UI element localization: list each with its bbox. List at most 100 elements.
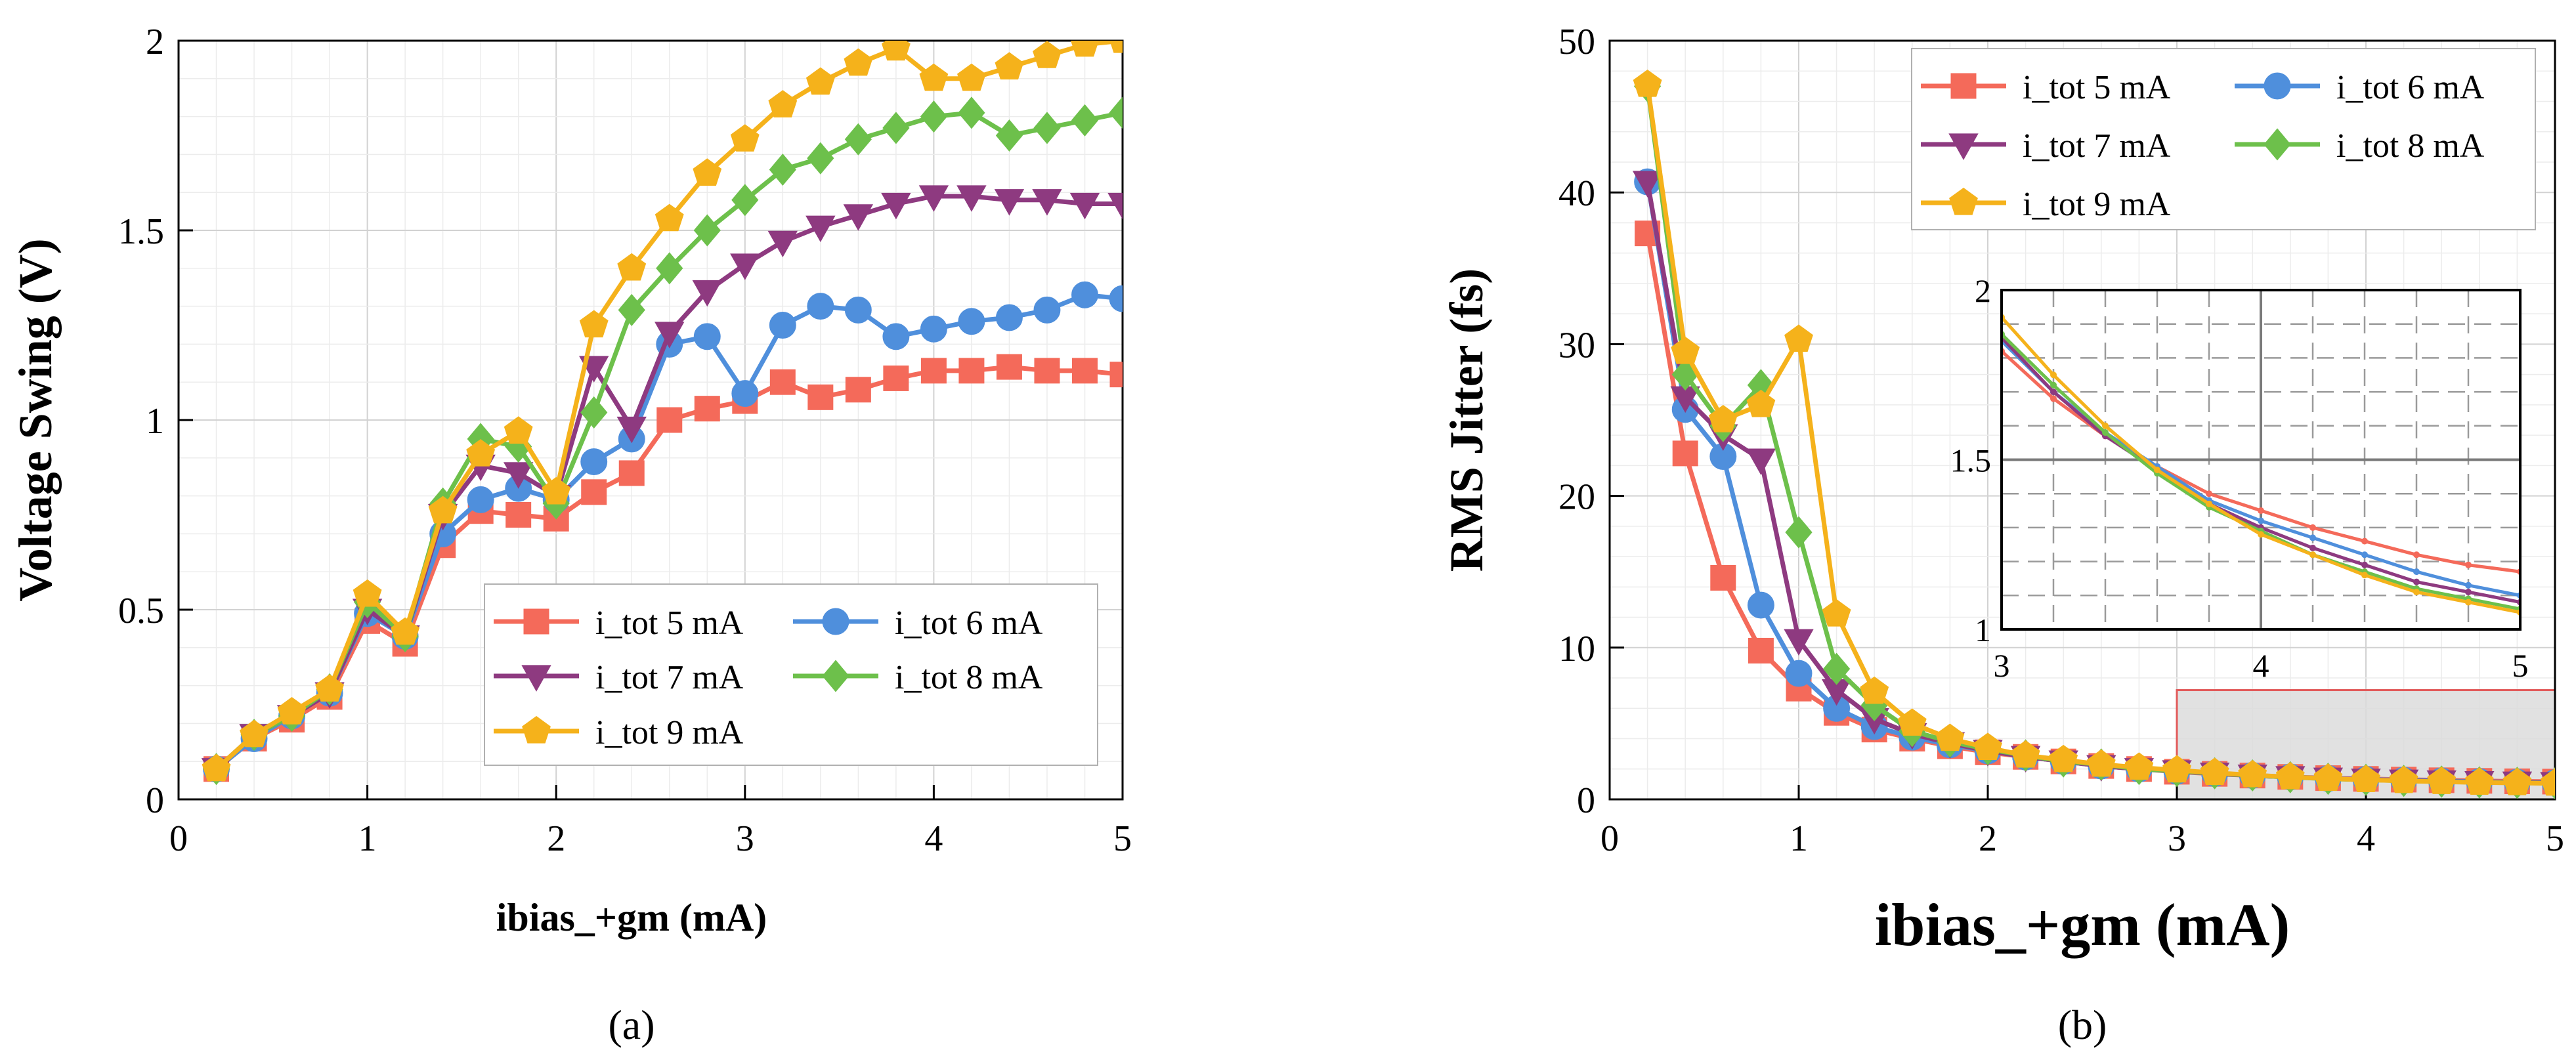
- data-point: [1632, 171, 1663, 198]
- data-point: [1708, 404, 1738, 432]
- data-point: [1784, 629, 1814, 656]
- inset-x-tick-label: 5: [2512, 647, 2529, 684]
- chart-b-inset-frame: [2000, 289, 2522, 631]
- data-point: [1109, 285, 1123, 312]
- legend-label: i_tot 9 mA: [595, 714, 744, 751]
- inset-data-point: [2465, 599, 2472, 606]
- data-point: [2427, 767, 2457, 794]
- y-tick-label: 20: [1558, 477, 1595, 518]
- data-point: [957, 63, 986, 91]
- data-point: [2162, 755, 2191, 783]
- chart-b-y-axis-label: RMS Jitter (fs): [1440, 268, 1493, 572]
- inset-data-point: [2050, 395, 2057, 402]
- data-point: [843, 204, 874, 231]
- x-tick-label: 1: [1790, 818, 1808, 859]
- data-point: [1633, 70, 1662, 97]
- data-point: [807, 293, 834, 320]
- data-point: [1109, 96, 1123, 129]
- data-point: [655, 203, 684, 232]
- y-tick-label: 10: [1558, 629, 1595, 669]
- data-point: [1671, 336, 1700, 364]
- data-point: [844, 48, 873, 76]
- data-point: [995, 52, 1024, 80]
- chart-a-tick-labels: 0 1 2 3 4 5 0 0.5 1 1.5 2: [118, 22, 1132, 859]
- inset-data-point: [2258, 517, 2264, 524]
- data-point: [958, 358, 985, 384]
- data-point: [542, 476, 571, 505]
- data-point: [579, 310, 609, 338]
- inset-data-point: [2413, 578, 2420, 585]
- data-point: [580, 396, 608, 429]
- data-point: [769, 153, 796, 186]
- x-tick-label: 0: [169, 818, 188, 859]
- data-point: [1710, 564, 1736, 591]
- y-tick-label: 2: [146, 22, 164, 62]
- inset-data-point: [2102, 429, 2109, 436]
- data-point: [769, 312, 796, 339]
- x-tick-label: 2: [1979, 818, 1997, 859]
- legend-marker: [2264, 72, 2291, 100]
- data-point: [581, 479, 607, 505]
- data-point: [1109, 41, 1123, 53]
- data-point: [882, 323, 910, 350]
- data-point: [2238, 759, 2267, 788]
- legend-marker: [523, 608, 549, 635]
- data-point: [1747, 591, 1774, 619]
- chart-a-legend: i_tot 5 mA i_tot 6 mA i_tot 7 mA i_tot 8 mA…: [484, 583, 1098, 766]
- data-point: [693, 214, 721, 247]
- inset-data-point: [2413, 589, 2420, 596]
- data-point: [918, 185, 949, 212]
- x-tick-label: 2: [547, 818, 565, 859]
- legend-marker: [822, 608, 849, 635]
- x-tick-label: 4: [924, 818, 943, 859]
- data-point: [1033, 296, 1061, 324]
- data-point: [616, 416, 647, 444]
- legend-label: i_tot 8 mA: [895, 659, 1043, 696]
- y-tick-label: 30: [1558, 325, 1595, 366]
- data-point: [996, 354, 1022, 380]
- inset-data-point: [2206, 490, 2212, 497]
- chart-a: 0 1 2 3 4 5 0 0.5 1 1.5 2 ibias_+gm (mA) Voltage S…: [9, 22, 1132, 1048]
- data-point: [1860, 676, 1889, 704]
- inset-data-point: [2361, 551, 2368, 559]
- data-point: [1107, 192, 1123, 220]
- inset-data-point: [2413, 551, 2420, 559]
- legend-box: [1911, 48, 2536, 230]
- legend-marker: [1950, 73, 1977, 99]
- data-point: [692, 280, 722, 307]
- data-point: [807, 384, 834, 410]
- data-point: [1822, 652, 1851, 685]
- data-point: [767, 230, 798, 258]
- y-tick-label: 40: [1558, 173, 1595, 214]
- data-point: [920, 100, 948, 133]
- data-point: [730, 253, 760, 280]
- data-point: [919, 63, 949, 91]
- inset-data-point: [2465, 561, 2472, 568]
- inset-y-tick-label: 1.5: [1950, 442, 1992, 479]
- data-point: [731, 184, 759, 217]
- data-point: [845, 377, 871, 403]
- inset-data-point: [2050, 389, 2057, 396]
- data-point: [1785, 660, 1813, 687]
- x-tick-label: 3: [736, 818, 754, 859]
- x-tick-label: 1: [358, 818, 377, 859]
- inset-data-point: [2413, 568, 2420, 576]
- legend-label: i_tot 7 mA: [2023, 127, 2171, 165]
- data-point: [805, 215, 836, 243]
- data-point: [881, 41, 911, 61]
- legend-label: i_tot 8 mA: [2336, 127, 2485, 165]
- chart-a-y-axis-label: Voltage Swing (V): [9, 238, 62, 601]
- data-point: [693, 323, 721, 350]
- data-point: [1071, 281, 1098, 308]
- inset-data-point: [2465, 581, 2472, 589]
- y-tick-label: 0: [1577, 780, 1595, 821]
- inset-data-point: [2361, 561, 2368, 568]
- data-point: [844, 123, 872, 156]
- data-point: [956, 185, 987, 212]
- data-point: [805, 67, 835, 95]
- data-point: [1034, 358, 1060, 384]
- data-point: [505, 502, 532, 528]
- data-point: [1071, 41, 1099, 57]
